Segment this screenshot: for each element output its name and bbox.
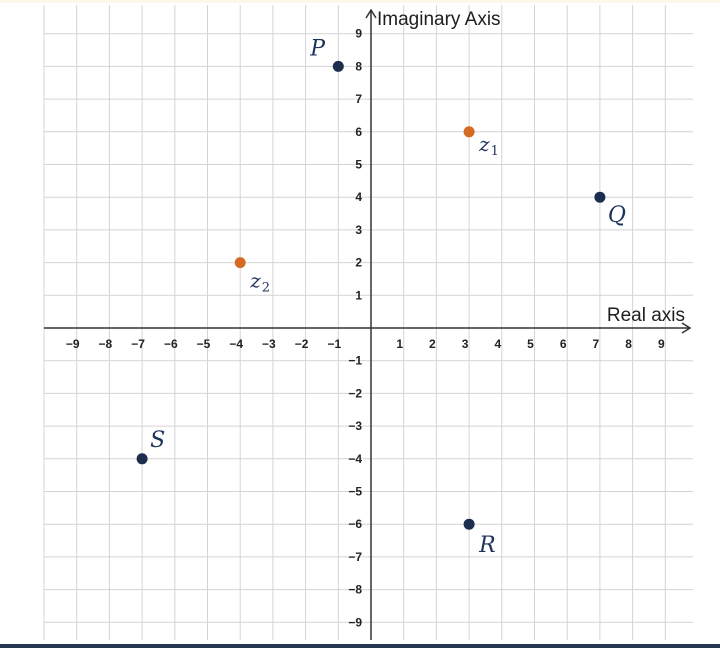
x-tick-label: 1 bbox=[396, 337, 403, 351]
y-tick-label: 4 bbox=[355, 190, 362, 204]
y-tick-label: 6 bbox=[355, 125, 362, 139]
x-tick-label: −5 bbox=[197, 337, 211, 351]
x-tick-label: 2 bbox=[429, 337, 436, 351]
y-axis-title: Imaginary Axis bbox=[377, 9, 501, 30]
x-tick-label: −3 bbox=[262, 337, 276, 351]
x-tick-label: 8 bbox=[625, 337, 632, 351]
y-tick-label: 5 bbox=[355, 158, 362, 172]
x-tick-label: −6 bbox=[164, 337, 178, 351]
grid bbox=[43, 5, 693, 640]
axes bbox=[44, 8, 692, 640]
x-tick-label: 3 bbox=[462, 337, 469, 351]
tick-labels: −9 −8 −7 −6 −5 −4 −3 −2 −1 1 2 3 4 5 6 7 8 9 9 8 7 6 5 4 3 2 1 −1 −2… bbox=[66, 27, 665, 630]
x-tick-label: 5 bbox=[527, 337, 534, 351]
y-tick-label: 8 bbox=[355, 59, 362, 73]
y-tick-label: 3 bbox=[355, 223, 362, 237]
y-axis-arrow-icon bbox=[365, 8, 377, 19]
y-tick-label: −9 bbox=[348, 615, 362, 629]
x-axis-title: Real axis bbox=[607, 305, 685, 326]
y-tick-label: −6 bbox=[348, 517, 362, 531]
data-points: Pz1 Qz2 S R bbox=[136, 36, 626, 558]
x-tick-label: −8 bbox=[99, 337, 113, 351]
x-tick-label: 4 bbox=[494, 337, 501, 351]
point-label-q: Q bbox=[608, 203, 626, 228]
x-tick-label: −2 bbox=[295, 337, 309, 351]
x-tick-label: −9 bbox=[66, 337, 80, 351]
point-s bbox=[136, 453, 148, 465]
y-tick-label: −8 bbox=[348, 583, 362, 597]
y-tick-label: 2 bbox=[355, 256, 362, 270]
x-tick-label: 7 bbox=[593, 337, 600, 351]
top-strip bbox=[0, 0, 720, 3]
x-axis-arrow-icon bbox=[681, 322, 692, 334]
point-label-p: P bbox=[309, 36, 326, 61]
y-tick-label: −7 bbox=[348, 550, 362, 564]
y-tick-label: −4 bbox=[348, 452, 362, 466]
point-z2 bbox=[234, 257, 246, 269]
y-tick-label: −1 bbox=[348, 354, 362, 368]
x-tick-label: −4 bbox=[229, 337, 243, 351]
x-tick-label: −1 bbox=[327, 337, 341, 351]
bottom-bar bbox=[0, 644, 720, 648]
x-tick-label: 6 bbox=[560, 337, 567, 351]
point-p bbox=[332, 60, 344, 72]
axis-titles: Real axis Imaginary Axis bbox=[377, 9, 685, 326]
point-z1 bbox=[463, 126, 475, 138]
point-q bbox=[594, 191, 606, 203]
y-tick-label: −3 bbox=[348, 419, 362, 433]
point-label-r: R bbox=[478, 533, 496, 558]
x-tick-label: 9 bbox=[658, 337, 665, 351]
y-tick-label: 9 bbox=[355, 27, 362, 41]
point-r bbox=[463, 518, 475, 530]
point-label-s: S bbox=[150, 428, 165, 453]
point-label-z2: z2 bbox=[249, 269, 270, 296]
x-tick-label: −7 bbox=[131, 337, 145, 351]
point-label-z1: z1 bbox=[478, 132, 499, 159]
y-tick-label: 1 bbox=[355, 288, 362, 302]
y-tick-label: 7 bbox=[355, 92, 362, 106]
y-tick-label: −2 bbox=[348, 386, 362, 400]
y-tick-label: −5 bbox=[348, 485, 362, 499]
